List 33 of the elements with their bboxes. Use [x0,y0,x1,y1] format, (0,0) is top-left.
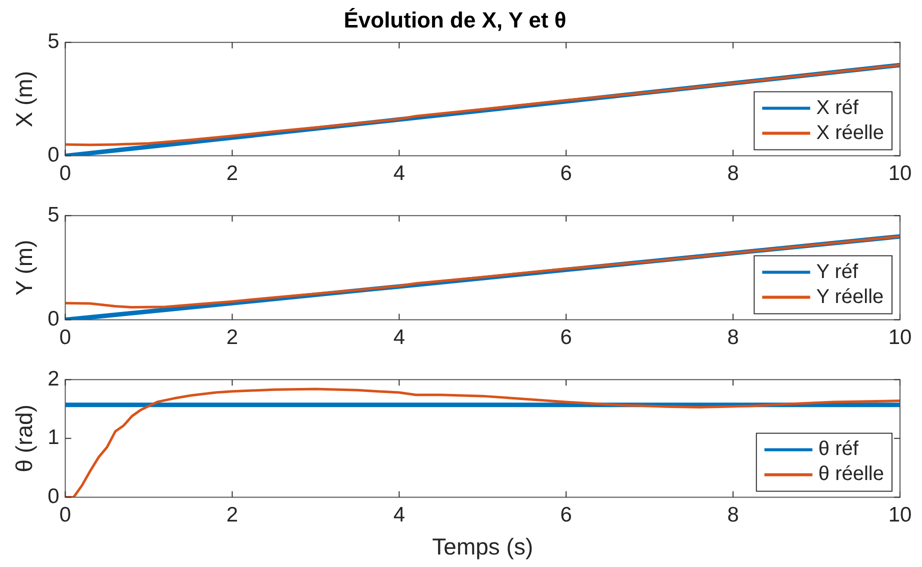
legend-label: Y réf [816,260,859,283]
x-tick-label: 10 [888,504,912,527]
x-tick-label: 2 [226,504,238,527]
y-axis-title: Y (m) [11,240,38,296]
x-tick-label: 4 [393,504,406,527]
x-tick-label: 8 [727,326,739,350]
x-tick-label: 10 [888,326,912,350]
x-tick-label: 6 [560,504,572,527]
y-axis-title: θ (rad) [11,404,38,472]
y-tick-label: 2 [48,367,60,390]
legend-label: θ réelle [818,463,884,486]
x-tick-label: 10 [888,162,912,186]
y-tick-label: 5 [48,203,60,226]
legend-label: Y réelle [816,286,884,308]
y-axis-title: X (m) [11,70,38,128]
y-tick-label: 5 [48,30,60,54]
x-tick-label: 4 [393,326,406,350]
chart-title: Évolution de X, Y et θ [344,7,566,32]
y-tick-label: 0 [48,144,60,167]
x-tick-label: 4 [393,162,406,186]
x-axis-title: Temps (s) [432,534,534,560]
x-tick-label: 8 [727,162,739,186]
x-tick-label: 2 [226,162,238,186]
x-tick-label: 2 [226,326,238,350]
y-tick-label: 0 [48,308,60,331]
y-tick-label: 0 [48,484,60,508]
legend-label: X réf [816,96,859,119]
x-tick-label: 6 [560,162,572,186]
x-tick-label: 8 [727,504,739,527]
legend-label: θ réf [818,438,859,460]
x-tick-label: 6 [560,326,572,350]
y-tick-label: 1 [48,426,60,450]
legend-label: X réelle [816,122,884,144]
